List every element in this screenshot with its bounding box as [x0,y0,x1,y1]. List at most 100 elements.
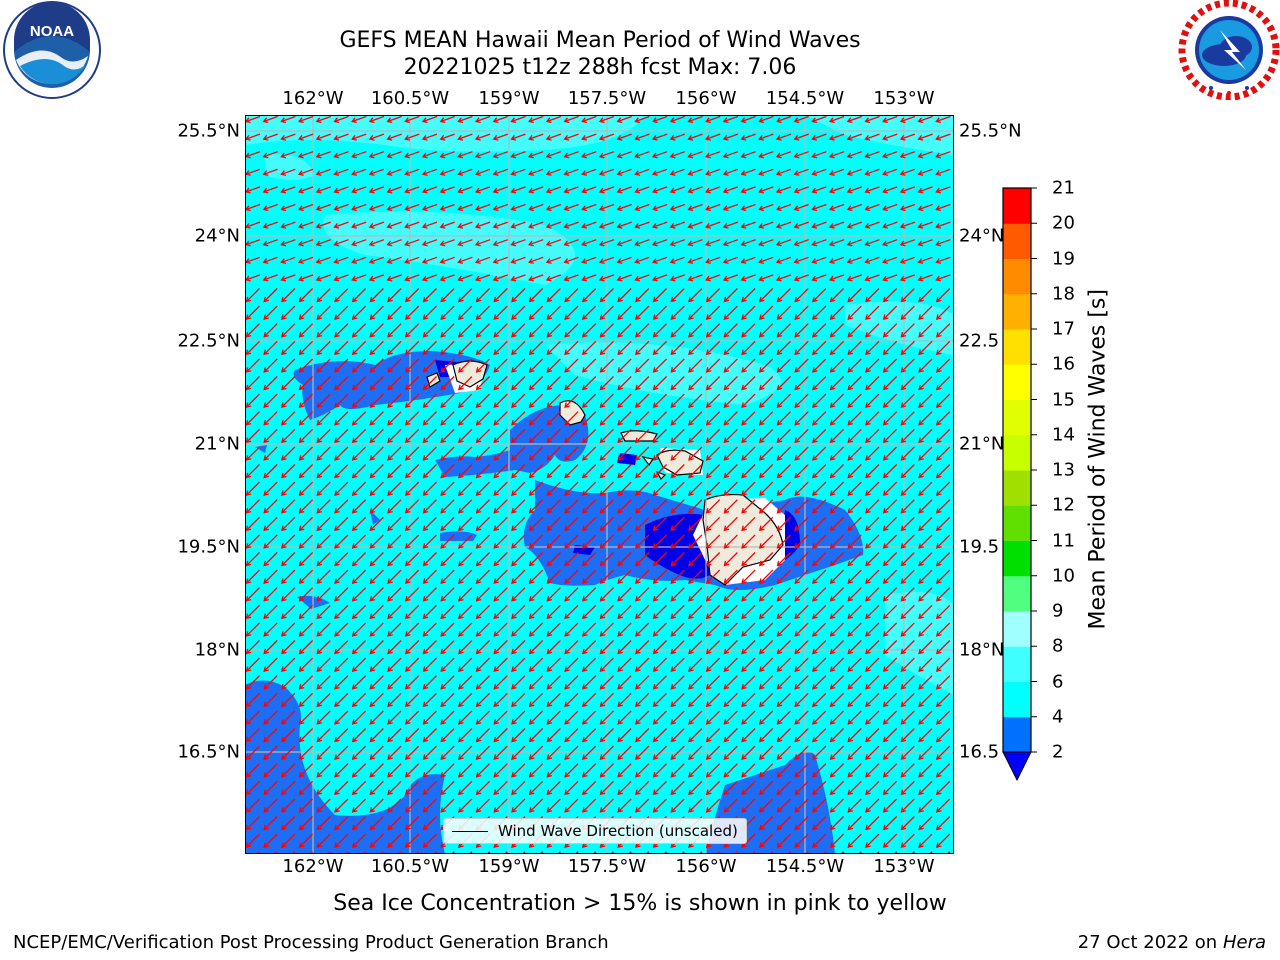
wind-wave-arrow [387,728,402,743]
wind-wave-arrow [492,203,509,212]
wind-wave-arrow [723,569,738,584]
wind-wave-arrow [776,358,791,373]
wind-wave-arrow [617,622,632,637]
wind-wave-arrow [776,763,791,778]
wind-wave-arrow [351,780,367,796]
wind-wave-arrow [758,780,774,796]
wind-wave-arrow [687,274,703,282]
wind-wave-arrow [475,728,491,743]
wind-wave-arrow [404,780,420,796]
wind-wave-arrow [298,464,314,479]
wind-wave-arrow [297,274,314,282]
wind-wave-arrow [475,640,491,655]
wind-wave-arrow [882,569,898,584]
wind-wave-arrow [794,305,809,320]
wind-wave-arrow [705,569,721,584]
wind-wave-arrow [581,710,597,725]
wind-wave-arrow [635,305,650,320]
wind-wave-arrow [281,798,296,813]
wind-wave-arrow [599,481,614,496]
wind-wave-arrow [722,168,739,176]
wind-wave-arrow [935,534,951,549]
wind-wave-arrow [935,393,951,408]
wind-wave-arrow [652,604,668,620]
lat-label-left: 24°N [194,225,240,247]
wind-wave-arrow [688,745,703,760]
wind-wave-arrow [669,239,686,247]
wind-wave-arrow [670,587,685,602]
wind-wave-arrow [918,358,933,373]
wind-wave-arrow [245,428,260,444]
wind-wave-arrow [316,745,331,760]
wind-wave-arrow [900,464,915,479]
wind-wave-arrow [687,221,703,229]
wind-wave-arrow [651,186,668,194]
wind-wave-arrow [865,640,880,655]
map-legend: Wind Wave Direction (unscaled) [443,818,747,844]
wind-wave-arrow [528,323,544,338]
wind-wave-arrow [404,464,420,479]
wind-wave-arrow [722,115,739,124]
wind-wave-arrow [617,604,632,620]
wind-wave-arrow [917,115,933,124]
wind-wave-arrow [351,516,367,532]
wind-wave-arrow [793,133,809,141]
wind-wave-arrow [316,622,331,637]
wind-wave-arrow [440,340,455,356]
wind-wave-arrow [528,763,544,778]
wind-wave-arrow [404,168,420,176]
wind-wave-arrow [812,657,827,672]
wind-wave-arrow [741,411,756,426]
wind-wave-arrow [723,692,738,708]
wind-wave-arrow [528,221,544,229]
wind-wave-arrow [794,340,809,356]
wind-wave-arrow [316,640,331,655]
wind-wave-arrow [387,569,402,584]
wind-wave-arrow [334,288,349,303]
island-lanai [641,456,654,467]
wind-wave-arrow [351,657,367,672]
wind-wave-arrow [917,274,933,282]
wind-wave-arrow [670,534,685,549]
wind-wave-arrow [475,675,491,690]
wind-wave-arrow [440,728,455,743]
colorbar-block [1003,293,1031,330]
wind-wave-arrow [741,569,756,584]
wind-wave-arrow [511,499,526,514]
wind-wave-arrow [564,464,579,479]
wind-wave-arrow [422,798,437,813]
wind-wave-arrow [546,428,561,444]
wind-wave-arrow [828,274,845,282]
wind-wave-arrow [581,622,597,637]
wind-wave-arrow [829,587,845,602]
wind-wave-arrow [652,622,668,637]
wind-wave-arrow [493,728,508,743]
wind-wave-arrow [368,256,385,264]
wind-wave-arrow [458,587,473,602]
wind-wave-arrow [334,323,349,338]
wind-wave-arrow [351,798,367,813]
wind-wave-arrow [351,710,367,725]
wind-wave-arrow [794,516,809,532]
wind-wave-arrow [670,728,685,743]
wind-wave-arrow [776,587,791,602]
wind-wave-arrow [635,499,650,514]
wind-wave-arrow [280,133,296,141]
wind-wave-arrow [652,587,668,602]
wind-wave-arrow [387,640,402,655]
wind-wave-arrow [758,816,774,831]
wind-wave-arrow [387,481,402,496]
wind-wave-arrow [263,569,278,584]
wind-wave-arrow [474,186,491,194]
wind-wave-arrow [599,499,614,514]
wind-wave-arrow [281,587,296,602]
wind-wave-arrow [546,675,561,690]
wind-wave-arrow [351,168,367,176]
wind-wave-arrow [687,186,703,194]
wind-wave-arrow [865,358,880,373]
wind-wave-arrow [581,393,597,408]
wind-wave-arrow [351,587,367,602]
wind-wave-arrow [741,499,756,514]
wind-wave-arrow [581,115,597,124]
wind-wave-arrow [758,516,774,532]
